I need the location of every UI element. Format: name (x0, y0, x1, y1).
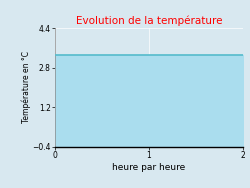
Y-axis label: Température en °C: Température en °C (22, 52, 31, 123)
Title: Evolution de la température: Evolution de la température (76, 16, 222, 26)
X-axis label: heure par heure: heure par heure (112, 163, 186, 172)
